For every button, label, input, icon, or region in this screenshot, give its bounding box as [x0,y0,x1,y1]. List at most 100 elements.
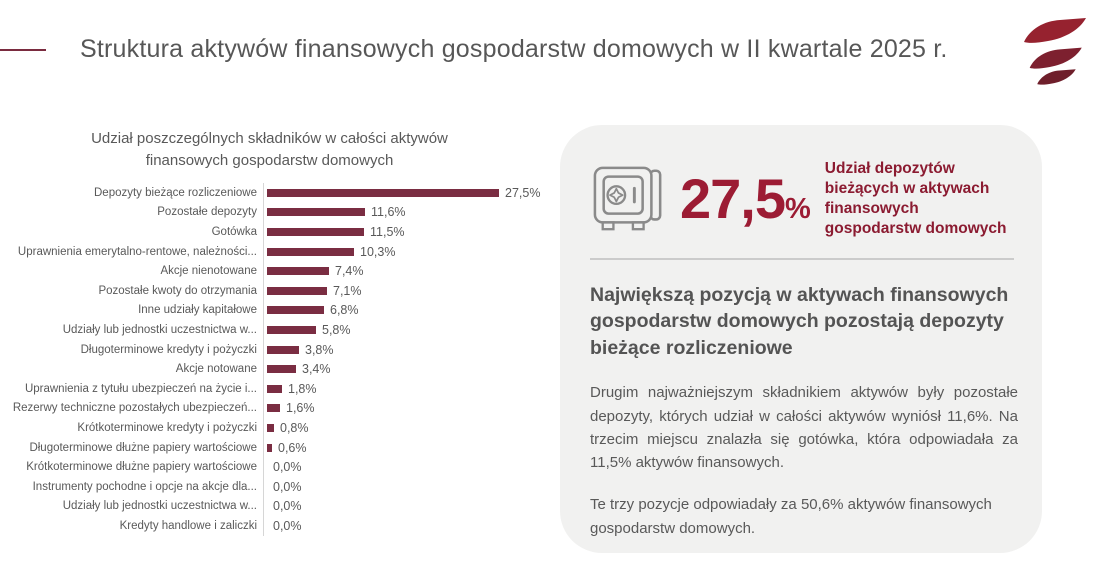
value-label: 5,8% [322,322,351,337]
chart-row: Instrumenty pochodne i opcje na akcje dl… [0,476,556,497]
chart-row: Akcje notowane 3,4% [0,359,556,379]
safe-icon [593,166,662,231]
bar [267,384,282,393]
chart-row: Inne udziały kapitałowe 6,8% [0,300,556,321]
category-label: Pozostałe depozyty [157,206,257,219]
bar [267,423,274,432]
category-label: Udziały lub jednostki uczestnictwa w... [62,500,257,513]
value-label: 27,5% [505,185,541,200]
category-label: Gotówka [211,225,257,238]
chart-row: Akcje nienotowane 7,4% [0,261,556,281]
chart-row: Depozyty bieżące rozliczeniowe 27,5% [0,183,556,203]
bar [267,365,296,374]
bar-track: 7,4% [263,261,556,281]
info-panel: 27,5% Udział depozytów bieżących w aktyw… [560,125,1042,553]
bar-track: 11,5% [263,222,556,242]
stat-value-number: 27,5 [680,167,786,231]
bar-track: 6,8% [263,300,556,321]
value-label: 0,0% [273,479,302,494]
bar [267,208,365,217]
stat-value-unit: % [785,193,811,226]
chart-row: Długoterminowe kredyty i pożyczki 3,8% [0,339,556,360]
bar-track: 1,8% [263,378,556,399]
value-label: 1,8% [288,381,317,396]
chart-row: Pozostałe depozyty 11,6% [0,202,556,223]
brand-logo-icon [1024,18,1086,85]
chart-row: Krótkoterminowe dłużne papiery wartościo… [0,457,556,477]
bar-track: 0,0% [263,457,556,477]
category-label: Krótkoterminowe kredyty i pożyczki [77,421,257,434]
stat-caption: Udział depozytów bieżących w aktywach fi… [824,160,1007,238]
bar-track: 0,6% [263,437,556,458]
stat-value: 27,5% [680,171,811,227]
value-label: 1,6% [286,401,315,416]
category-label: Kredyty handlowe i zaliczki [119,519,257,532]
value-label: 11,5% [370,224,405,239]
value-label: 3,8% [305,342,334,357]
value-label: 7,4% [335,264,364,279]
category-label: Rezerwy techniczne pozostałych ubezpiecz… [12,402,257,415]
category-label: Uprawnienia z tytułu ubezpieczeń na życi… [24,382,257,395]
value-label: 10,3% [360,244,396,259]
panel-paragraph-2: Te trzy pozycje odpowiadały za 50,6% akt… [590,496,992,537]
category-label: Udziały lub jednostki uczestnictwa w... [62,323,257,336]
bar [267,345,299,354]
chart-row: Udziały lub jednostki uczestnictwa w... 0… [0,496,556,517]
category-label: Depozyty bieżące rozliczeniowe [94,186,257,199]
bar [267,325,316,334]
bar [267,443,272,452]
chart-row: Kredyty handlowe i zaliczki 0,0% [0,516,556,536]
value-label: 6,8% [330,303,359,318]
chart-row: Długoterminowe dłużne papiery wartościow… [0,437,556,458]
chart-row: Pozostałe kwoty do otrzymania 7,1% [0,280,556,301]
bar [267,404,280,413]
stat-row: 27,5% Udział depozytów bieżących w aktyw… [590,159,1012,240]
category-label: Akcje notowane [175,363,257,376]
value-label: 7,1% [333,283,362,298]
value-label: 0,0% [273,518,302,533]
category-label: Długoterminowe dłużne papiery wartościow… [29,441,257,454]
bar [267,188,499,197]
value-label: 0,6% [278,440,307,455]
bar-track: 10,3% [263,241,556,262]
chart-row: Gotówka 11,5% [0,222,556,242]
category-label: Inne udziały kapitałowe [138,304,257,317]
chart-row: Rezerwy techniczne pozostałych ubezpiecz… [0,398,556,419]
panel-paragraph-1: Drugim najważniejszym składnikiem aktywó… [590,384,1018,472]
bar-track: 5,8% [263,320,556,340]
bar-track: 0,0% [263,516,556,536]
bar-track: 1,6% [263,398,556,419]
value-label: 3,4% [302,362,331,377]
value-label: 0,0% [273,460,302,475]
chart-row: Krótkoterminowe kredyty i pożyczki 0,8% [0,418,556,438]
value-label: 0,0% [273,499,302,514]
bar [267,267,329,276]
chart-row: Udziały lub jednostki uczestnictwa w... 5… [0,320,556,340]
bar-track: 0,0% [263,476,556,497]
bar-track: 3,4% [263,359,556,379]
panel-divider [590,257,1014,260]
value-label: 11,6% [371,205,406,220]
bar-track: 11,6% [263,202,556,223]
bar-track: 0,8% [263,418,556,438]
bar [267,286,327,295]
bar [267,247,354,256]
category-label: Pozostałe kwoty do otrzymania [98,284,257,297]
chart-title: Udział poszczególnych składników w całoś… [91,130,448,169]
bar-chart: Depozyty bieżące rozliczeniowe 27,5% Pozos… [0,183,556,536]
category-label: Krótkoterminowe dłużne papiery wartościo… [26,461,257,474]
panel-heading: Największą pozycją w aktywach finansowyc… [590,283,1009,360]
category-label: Instrumenty pochodne i opcje na akcje dl… [32,480,257,493]
bar-track: 3,8% [263,339,556,360]
bar-track: 7,1% [263,280,556,301]
value-label: 0,8% [280,420,309,435]
bar [267,306,324,315]
chart-row: Uprawnienia z tytułu ubezpieczeń na życi… [0,378,556,399]
chart-row: Uprawnienia emerytalno-rentowe, należnoś… [0,241,556,262]
header-accent-dash [0,49,46,51]
category-label: Akcje nienotowane [160,265,257,278]
category-label: Uprawnienia emerytalno-rentowe, należnoś… [17,245,257,258]
bar [267,227,364,236]
page-title: Struktura aktywów finansowych gospodarst… [80,35,948,63]
category-label: Długoterminowe kredyty i pożyczki [80,343,257,356]
